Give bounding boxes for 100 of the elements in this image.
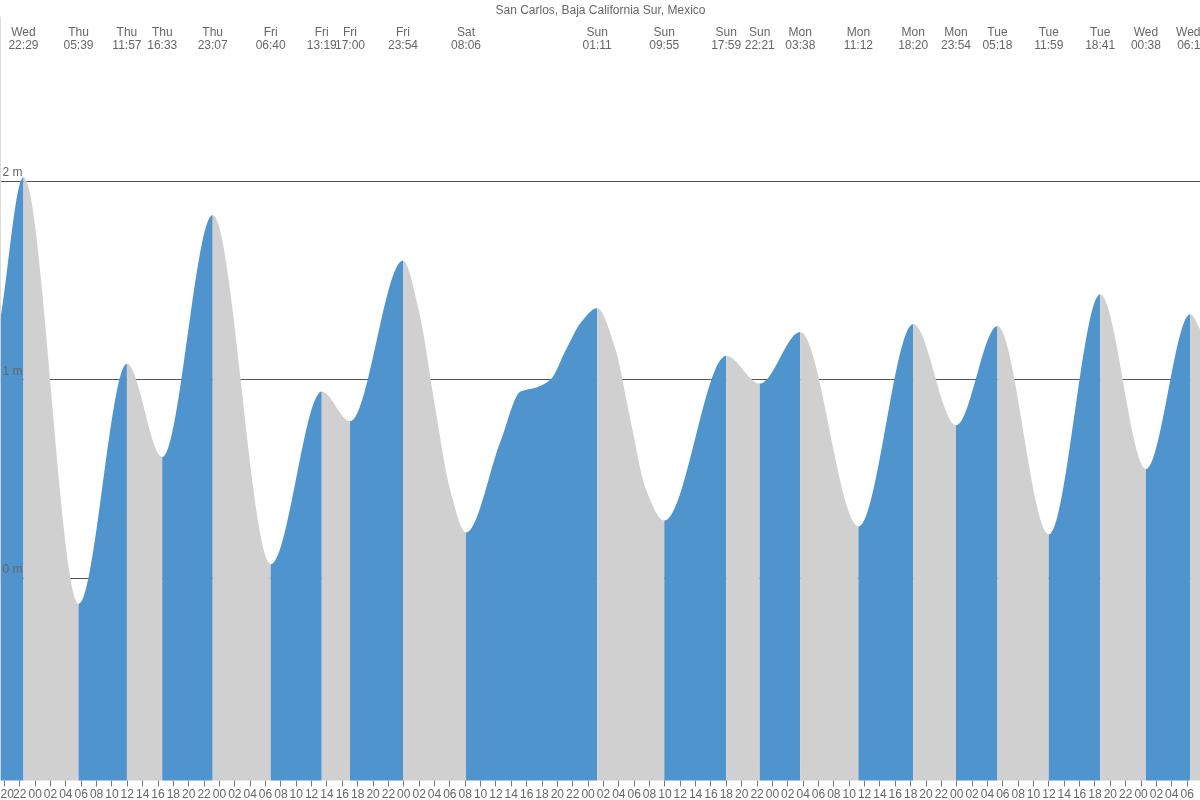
annotation: Fri 23:54 xyxy=(387,24,419,52)
x-tick-label: 22 xyxy=(13,786,27,800)
x-tick-label: 08 xyxy=(89,786,104,800)
x-tick-label: 06 xyxy=(996,786,1010,800)
x-tick-label: 14 xyxy=(873,786,887,800)
annotation: Sun 22:21 xyxy=(744,24,776,52)
x-tick-label: 02 xyxy=(412,786,427,800)
annotation: Fri 17:00 xyxy=(335,24,366,52)
x-tick-label: 10 xyxy=(658,786,672,800)
x-tick-label: 18 xyxy=(903,786,918,800)
annotation: Sun 17:59 xyxy=(711,24,742,52)
x-tick-label: 14 xyxy=(135,786,150,800)
x-tick-label: 22 xyxy=(1119,786,1133,800)
x-tick-label: 02 xyxy=(965,786,980,800)
x-tick-label: 14 xyxy=(1057,786,1072,800)
annotation: Mon 03:38 xyxy=(785,24,816,52)
annotation: Thu 11:57 xyxy=(112,24,142,52)
x-tick-label: 16 xyxy=(888,786,903,800)
annotation: Mon 18:20 xyxy=(898,24,929,52)
annotation: Tue 18:41 xyxy=(1085,24,1116,52)
x-tick-label: 12 xyxy=(673,786,688,800)
x-tick-label: 02 xyxy=(1149,786,1164,800)
x-tick-label: 22 xyxy=(750,786,765,800)
x-tick-label: 22 xyxy=(381,786,396,800)
annotation: Thu 05:39 xyxy=(63,24,94,52)
annotation: Mon 23:54 xyxy=(940,24,972,52)
x-tick-label: 08 xyxy=(274,786,288,800)
x-tick-label: 10 xyxy=(473,786,488,800)
x-tick-label: 12 xyxy=(1042,786,1056,800)
x-tick-label: 18 xyxy=(535,786,550,800)
x-tick-label: 02 xyxy=(228,786,242,800)
x-tick-label: 14 xyxy=(320,786,334,800)
x-tick-label: 22 xyxy=(566,786,580,800)
x-tick-label: 20 xyxy=(0,786,15,800)
annotation: Sat 08:06 xyxy=(450,24,482,52)
x-tick-label: 18 xyxy=(351,786,365,800)
annotation: Fri 06:40 xyxy=(255,24,287,52)
x-tick-label: 16 xyxy=(704,786,718,800)
x-tick-label: 22 xyxy=(197,786,212,800)
x-tick-label: 02 xyxy=(781,786,795,800)
annotation: Wed 00:38 xyxy=(1130,24,1162,52)
x-tick-label: 18 xyxy=(166,786,181,800)
annotation: Tue 11:59 xyxy=(1034,24,1064,52)
x-tick-label: 08 xyxy=(458,786,473,800)
x-tick-label: 20 xyxy=(919,786,934,800)
x-tick-label: 08 xyxy=(1011,786,1026,800)
x-tick-label: 04 xyxy=(1165,786,1179,800)
annotation: Wed 22:29 xyxy=(8,24,39,52)
x-tick-label: 12 xyxy=(489,786,503,800)
x-tick-label: 12 xyxy=(304,786,319,800)
x-tick-label: 06 xyxy=(74,786,89,800)
x-tick-label: 20 xyxy=(366,786,381,800)
x-tick-label: 06 xyxy=(811,786,826,800)
x-tick-label: 20 xyxy=(550,786,565,800)
x-tick-label: 04 xyxy=(427,786,442,800)
x-tick-label: 20 xyxy=(1103,786,1118,800)
annotation: Sun 01:11 xyxy=(582,24,613,52)
chart-title: San Carlos, Baja California Sur, Mexico xyxy=(495,2,706,17)
x-tick-label: 00 xyxy=(28,786,43,800)
x-tick-label: 12 xyxy=(857,786,872,800)
x-tick-label: 00 xyxy=(581,786,596,800)
x-tick-label: 20 xyxy=(735,786,749,800)
x-tick-label: 06 xyxy=(258,786,273,800)
annotation: Mon 11:12 xyxy=(843,24,874,52)
x-tick-label: 04 xyxy=(59,786,73,800)
x-tick-label: 10 xyxy=(105,786,119,800)
x-tick-label: 04 xyxy=(612,786,626,800)
annotation: Tue 05:18 xyxy=(982,24,1013,52)
x-tick-label: 20 xyxy=(182,786,196,800)
annotation: Wed 06:1 xyxy=(1176,24,1200,52)
x-tick-label: 16 xyxy=(151,786,166,800)
x-tick-label: 06 xyxy=(627,786,642,800)
x-tick-label: 08 xyxy=(827,786,841,800)
x-tick-label: 00 xyxy=(397,786,411,800)
y-tick-label: 1 m xyxy=(2,363,23,378)
x-tick-label: 06 xyxy=(443,786,457,800)
x-tick-label: 00 xyxy=(950,786,964,800)
annotation: Thu 23:07 xyxy=(197,24,229,52)
x-tick-label: 22 xyxy=(934,786,949,800)
x-tick-label: 00 xyxy=(1134,786,1149,800)
x-tick-label: 14 xyxy=(688,786,703,800)
x-tick-label: 18 xyxy=(719,786,734,800)
x-tick-label: 00 xyxy=(765,786,780,800)
x-tick-label: 14 xyxy=(504,786,519,800)
x-tick-label: 04 xyxy=(796,786,811,800)
x-tick-label: 10 xyxy=(289,786,304,800)
x-tick-label: 00 xyxy=(212,786,227,800)
x-tick-label: 06 xyxy=(1180,786,1195,800)
annotation: Thu 16:33 xyxy=(147,24,178,52)
x-tick-label: 18 xyxy=(1088,786,1102,800)
x-tick-label: 02 xyxy=(596,786,611,800)
x-tick-label: 16 xyxy=(1072,786,1087,800)
x-tick-label: 16 xyxy=(335,786,350,800)
annotation: Sun 09:55 xyxy=(649,24,680,52)
x-tick-label: 16 xyxy=(519,786,534,800)
x-tick-label: 02 xyxy=(43,786,58,800)
x-tick-label: 12 xyxy=(120,786,135,800)
x-tick-label: 10 xyxy=(1026,786,1041,800)
y-tick-label: 2 m xyxy=(2,165,23,180)
x-tick-label: 04 xyxy=(243,786,258,800)
